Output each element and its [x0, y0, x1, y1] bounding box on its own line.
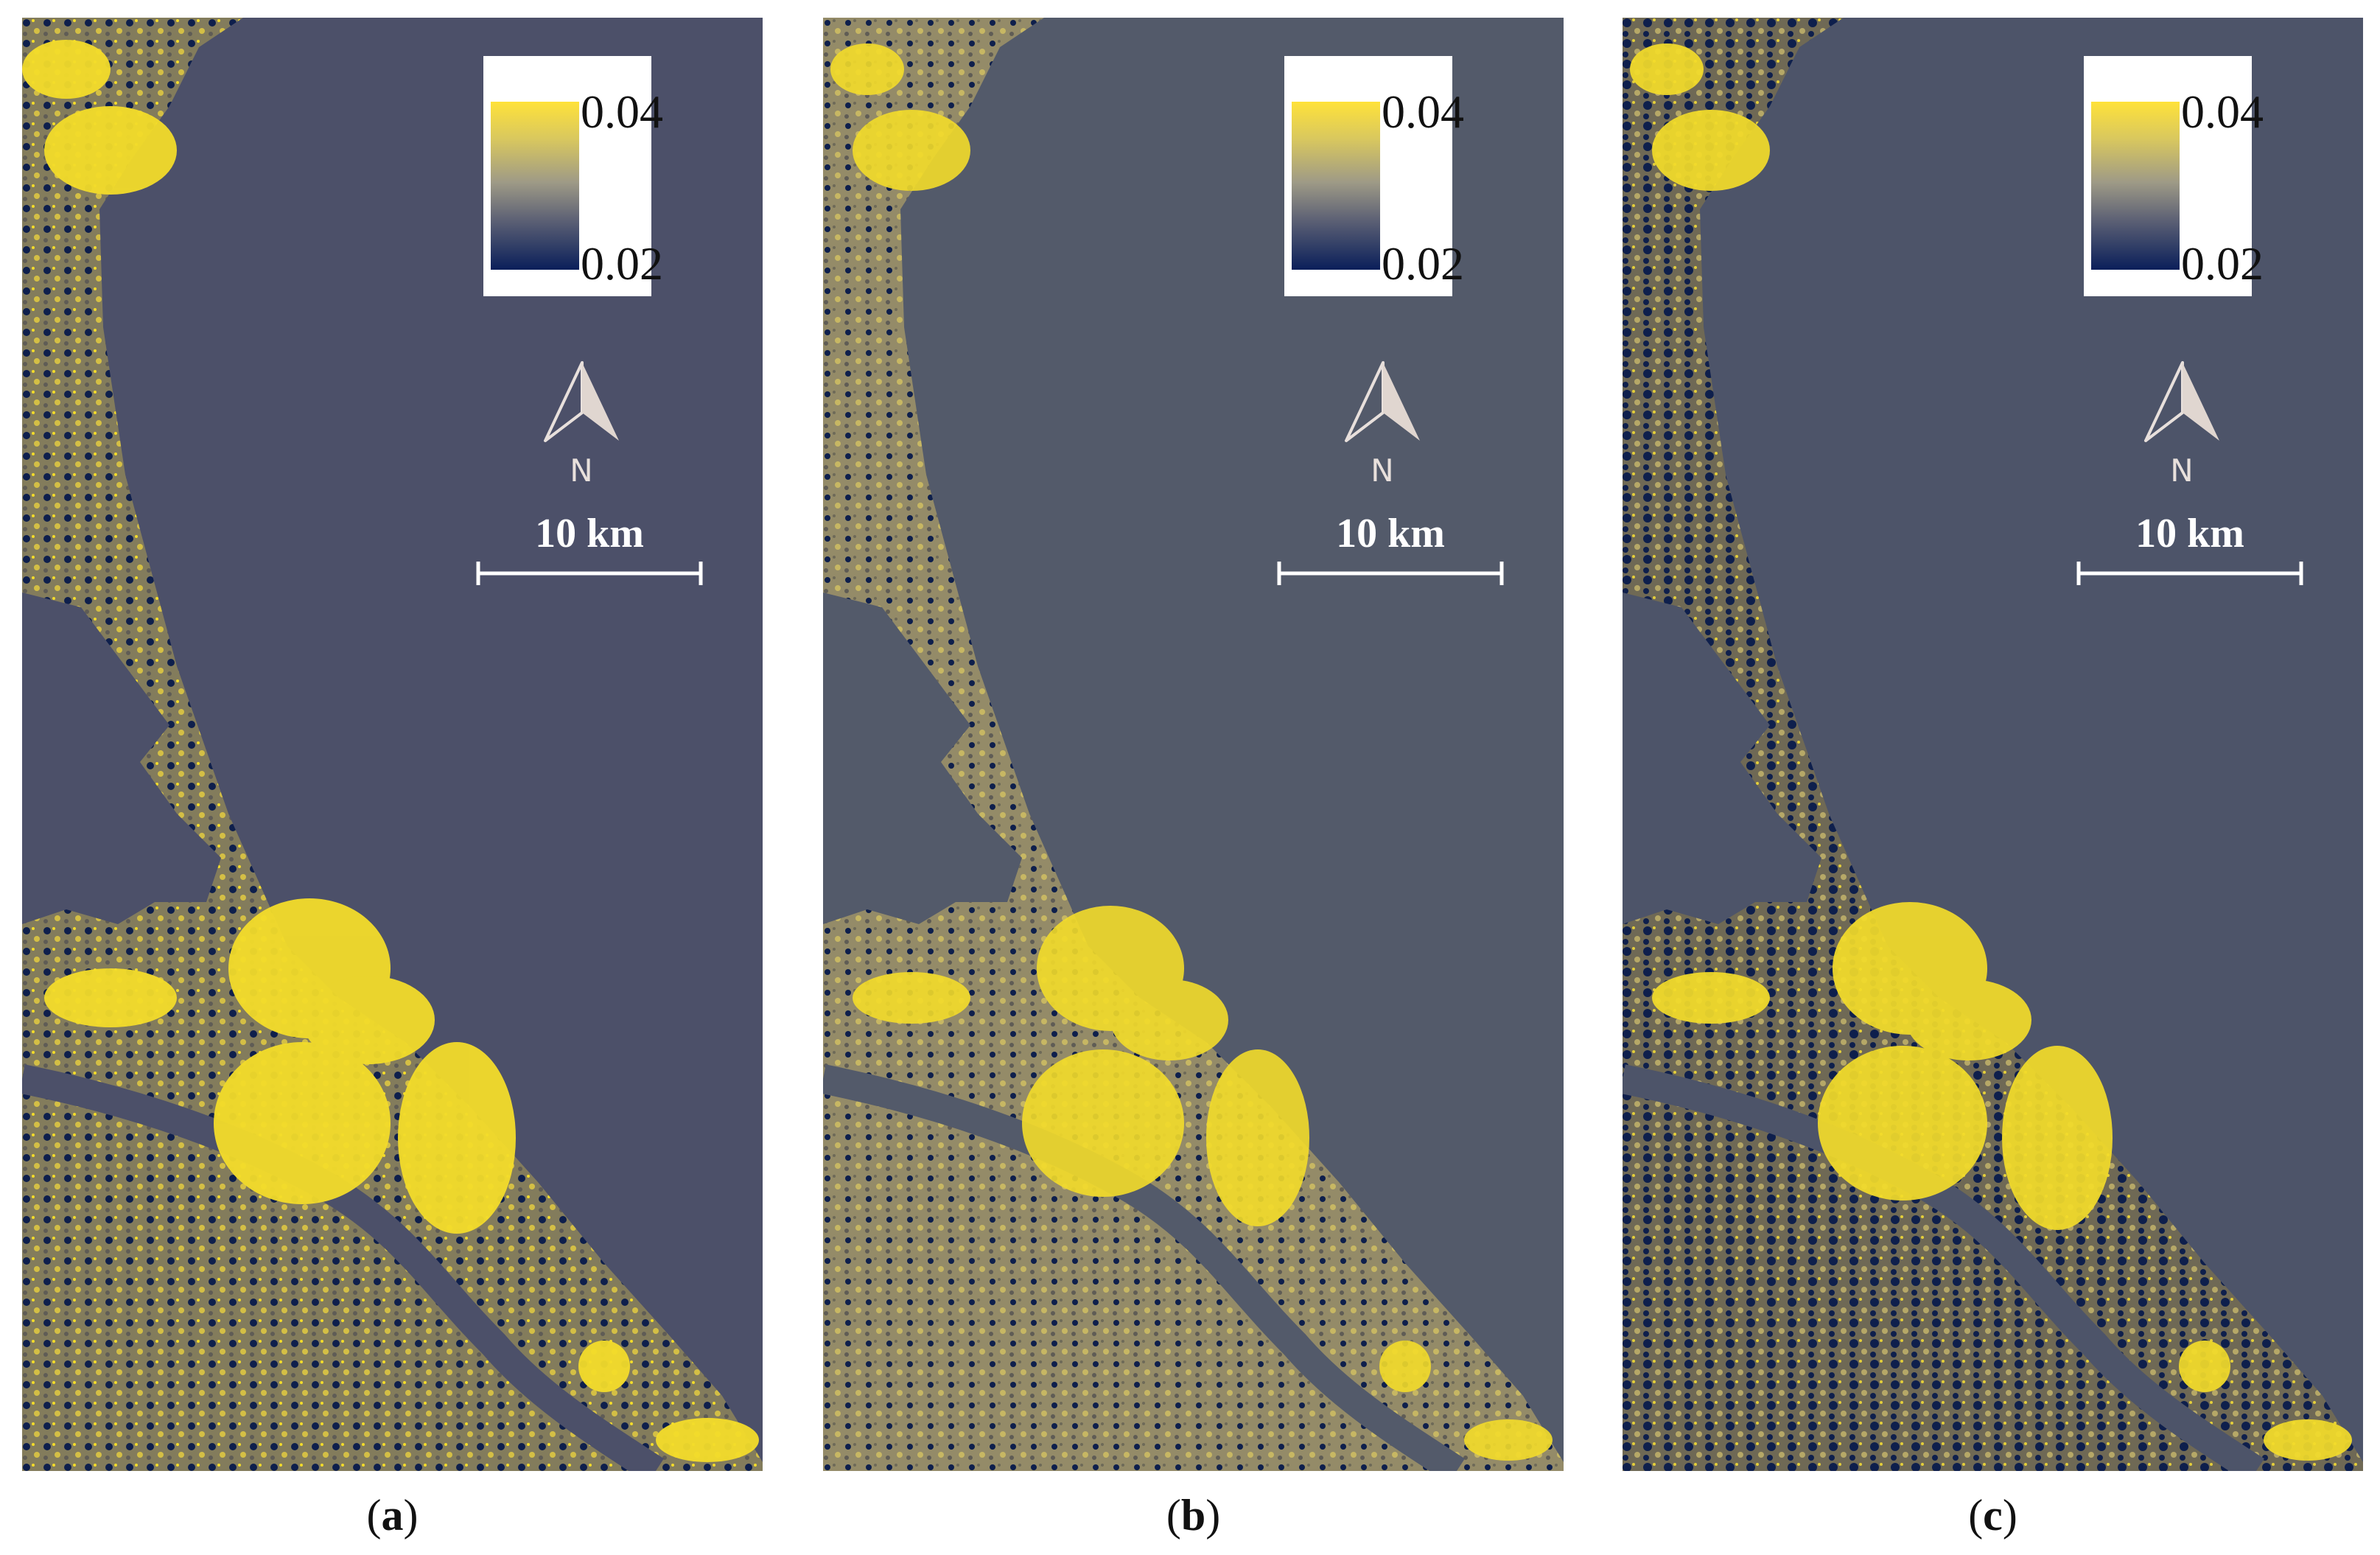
- legend-min-label: 0.02: [2181, 237, 2264, 290]
- urban-areas: [22, 40, 759, 1462]
- map-image-a: [22, 18, 763, 1471]
- land-area: [823, 18, 1564, 1471]
- color-legend: 0.04 0.02: [2084, 56, 2264, 296]
- north-arrow: N: [538, 360, 626, 489]
- map-panel-c: 0.04 0.02 N 10 km: [1623, 18, 2363, 1471]
- lagoon: [823, 593, 1022, 924]
- scale-bar-label: 10 km: [1336, 511, 1445, 556]
- legend-color-bar: [2091, 102, 2180, 270]
- map-panel-b: 0.04 0.02 N 10 km: [823, 18, 1564, 1471]
- legend-color-bar: [491, 102, 579, 270]
- scale-bar-label: 10 km: [535, 511, 644, 556]
- color-legend: 0.04 0.02: [1284, 56, 1464, 296]
- scale-bar-label: 10 km: [2135, 511, 2244, 556]
- scale-bar-line: [2076, 562, 2303, 585]
- land-area: [1623, 18, 2363, 1471]
- caption-a: (a): [366, 1491, 419, 1540]
- scale-bar: 10 km: [2076, 500, 2304, 588]
- legend-color-bar: [1292, 102, 1380, 270]
- map-image-c: [1623, 18, 2363, 1471]
- color-legend: 0.04 0.02: [483, 56, 663, 296]
- north-arrow: N: [1339, 360, 1427, 489]
- north-arrow-icon: [544, 361, 619, 442]
- lagoon: [1623, 593, 1821, 924]
- north-label: N: [2170, 452, 2194, 489]
- urban-areas: [830, 43, 1553, 1461]
- lagoon: [22, 593, 221, 924]
- legend-min-label: 0.02: [1382, 237, 1464, 290]
- north-arrow-icon: [2144, 361, 2219, 442]
- map-panel-a: 0.04 0.02 N 10 km: [22, 18, 763, 1471]
- scale-bar-line: [1277, 562, 1504, 585]
- scale-bar: 10 km: [1276, 500, 1505, 588]
- urban-areas: [1630, 43, 2352, 1461]
- caption-b: (b): [1166, 1491, 1221, 1540]
- scale-bar: 10 km: [475, 500, 704, 588]
- legend-min-label: 0.02: [581, 237, 663, 290]
- land-area: [22, 18, 763, 1471]
- north-arrow-icon: [1345, 361, 1420, 442]
- legend-max-label: 0.04: [2181, 85, 2264, 138]
- legend-max-label: 0.04: [581, 85, 663, 138]
- scale-bar-line: [476, 562, 703, 585]
- river: [1623, 1064, 2264, 1471]
- caption-c: (c): [1968, 1491, 2017, 1540]
- map-image-b: [823, 18, 1564, 1471]
- north-arrow: N: [2138, 360, 2227, 489]
- river: [22, 1064, 664, 1471]
- north-label: N: [570, 452, 593, 489]
- legend-max-label: 0.04: [1382, 85, 1464, 138]
- river: [823, 1064, 1465, 1471]
- north-label: N: [1371, 452, 1394, 489]
